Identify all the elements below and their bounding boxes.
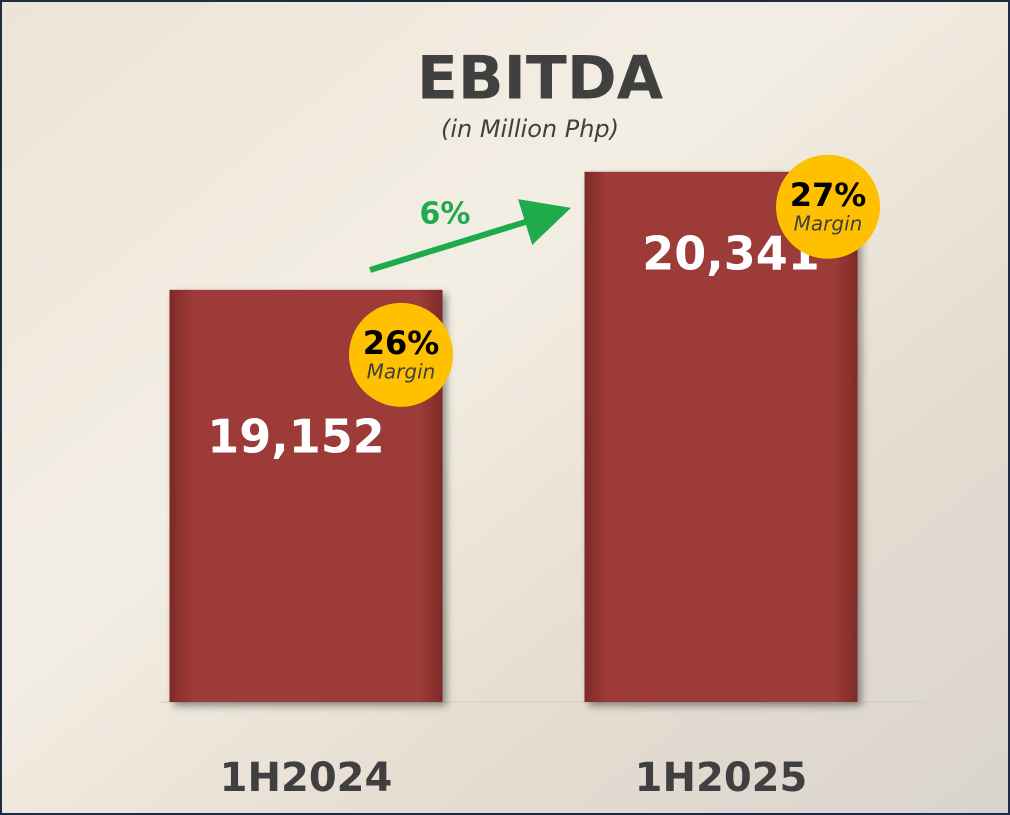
chart: EBITDA (in Million Php) 6% 1H2024 19,152 2…	[0, 0, 1010, 815]
x-tick-label: 1H2025	[635, 755, 808, 801]
chart-title: EBITDA	[417, 44, 664, 114]
margin-text: Margin	[794, 211, 863, 235]
page: EBITDA (in Million Php) 6% 1H2024 19,152 2…	[0, 0, 1010, 815]
margin-text: Margin	[367, 359, 436, 383]
chart-subtitle: (in Million Php)	[441, 115, 619, 143]
margin-value: 26%	[363, 324, 440, 362]
value-label: 19,152	[207, 409, 385, 463]
margin-value: 27%	[790, 176, 867, 214]
growth-label: 6%	[420, 197, 471, 232]
x-tick-label: 1H2024	[220, 755, 393, 801]
